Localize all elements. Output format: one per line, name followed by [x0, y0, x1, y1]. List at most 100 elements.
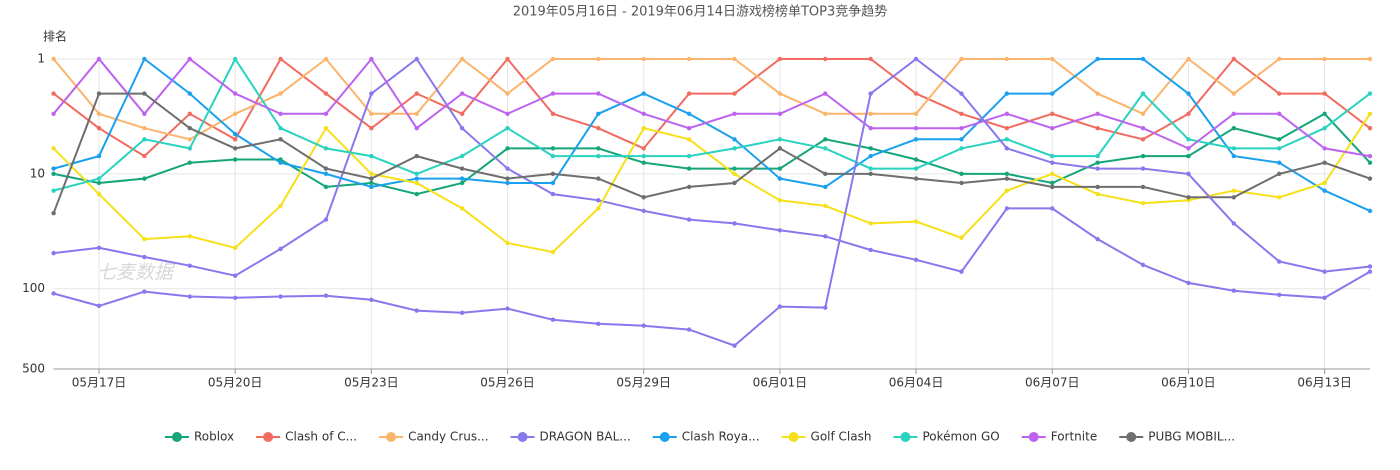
data-point — [959, 137, 964, 142]
data-point — [369, 180, 374, 186]
data-point — [323, 56, 329, 62]
data-point — [732, 111, 737, 117]
data-point — [142, 91, 147, 96]
data-point — [913, 111, 919, 117]
data-point — [1277, 292, 1282, 298]
y-axis-label: 排名 — [43, 29, 67, 44]
data-point — [1367, 269, 1373, 274]
data-point — [686, 217, 692, 222]
data-point — [1050, 184, 1055, 190]
data-point — [641, 146, 646, 151]
data-point — [505, 240, 510, 246]
data-point — [96, 303, 102, 309]
data-point — [823, 234, 828, 239]
data-point — [459, 91, 465, 96]
data-point — [959, 180, 964, 186]
data-point — [686, 91, 692, 96]
data-point — [278, 203, 283, 209]
x-tick-label: 06月10日 — [1161, 376, 1216, 390]
data-point — [1322, 125, 1327, 131]
data-point — [1277, 259, 1282, 264]
data-point — [1277, 195, 1282, 200]
data-point — [1050, 153, 1055, 159]
data-point — [1186, 111, 1191, 117]
data-point — [823, 305, 828, 310]
data-point — [96, 245, 102, 250]
data-point — [596, 176, 601, 181]
data-point — [1050, 171, 1055, 177]
data-point — [278, 246, 283, 252]
data-point — [596, 153, 601, 159]
data-point — [959, 125, 964, 131]
data-point — [959, 56, 964, 62]
data-point — [732, 91, 737, 96]
data-point — [1140, 200, 1146, 206]
data-point — [732, 146, 737, 151]
data-point — [1140, 91, 1146, 96]
legend-marker — [171, 432, 182, 442]
data-point — [823, 171, 828, 177]
data-point — [414, 191, 419, 197]
data-point — [1140, 166, 1146, 171]
data-point — [96, 176, 102, 181]
data-point — [1186, 153, 1191, 159]
data-point — [278, 56, 283, 62]
data-point — [459, 310, 465, 315]
grid — [53, 58, 1370, 370]
data-point — [913, 166, 919, 171]
data-point — [596, 111, 601, 117]
data-point — [686, 166, 692, 171]
data-point — [369, 184, 374, 190]
chart-title: 2019年05月16日 - 2019年06月14日游戏榜榜单TOP3竞争趋势 — [513, 4, 888, 20]
data-point — [550, 56, 556, 62]
data-point — [1050, 111, 1055, 117]
data-point — [550, 317, 556, 322]
data-point — [686, 327, 692, 332]
data-point — [686, 125, 692, 131]
data-point — [732, 180, 737, 186]
data-point — [414, 153, 419, 159]
data-point — [686, 111, 692, 117]
data-point — [823, 91, 828, 96]
data-point — [142, 111, 147, 117]
data-point — [823, 184, 828, 190]
data-point — [142, 254, 147, 260]
data-point — [868, 111, 873, 117]
data-point — [96, 153, 102, 159]
data-point — [777, 137, 783, 142]
data-point — [1322, 188, 1327, 193]
data-point — [232, 273, 238, 278]
data-point — [1095, 160, 1100, 165]
data-point — [1186, 137, 1191, 142]
data-point — [232, 137, 238, 142]
data-point — [1186, 91, 1191, 96]
data-point — [1186, 146, 1191, 151]
data-point — [1004, 188, 1010, 193]
data-point — [641, 208, 646, 214]
data-point — [232, 91, 238, 96]
data-point — [51, 171, 56, 177]
data-point — [959, 146, 964, 151]
data-point — [323, 293, 329, 298]
data-point — [686, 56, 692, 62]
data-point — [913, 125, 919, 131]
data-point — [1050, 206, 1055, 211]
data-point — [1231, 91, 1237, 96]
data-point — [1140, 56, 1146, 62]
data-point — [459, 153, 465, 159]
data-point — [1050, 180, 1055, 186]
legend-label: Pokémon GO — [922, 430, 999, 444]
data-point — [232, 295, 238, 301]
data-point — [641, 56, 646, 62]
x-tick-label: 06月13日 — [1297, 376, 1352, 390]
data-point — [596, 56, 601, 62]
data-point — [1277, 146, 1282, 151]
data-point — [732, 343, 737, 348]
data-point — [777, 166, 783, 171]
data-point — [459, 166, 465, 171]
data-point — [1050, 91, 1055, 96]
data-point — [868, 171, 873, 177]
data-point — [1277, 91, 1282, 96]
